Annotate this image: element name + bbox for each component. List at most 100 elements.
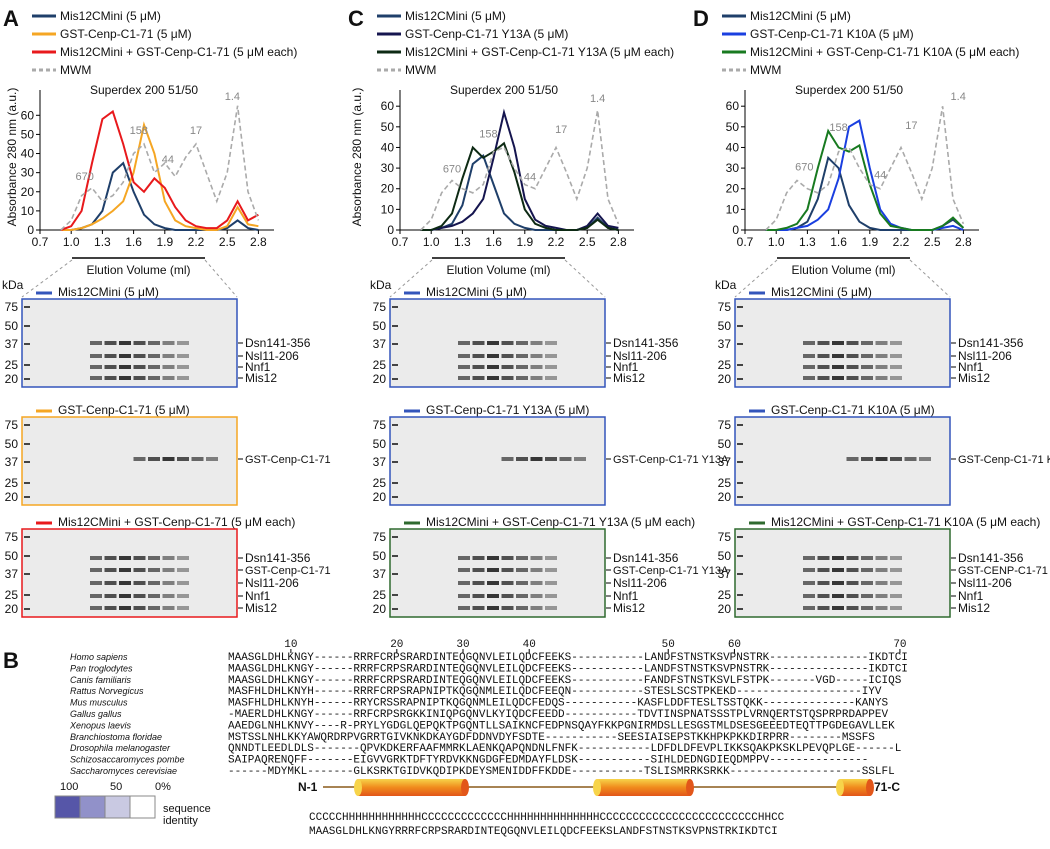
gel-band (472, 581, 485, 585)
gel-band (904, 457, 917, 461)
ruler-label: 50 (662, 639, 675, 651)
ladder-label: 20 (373, 372, 387, 386)
gel-band (846, 594, 859, 598)
gel-band (177, 581, 189, 585)
chromatogram-line (60, 105, 260, 231)
helix-cap (461, 779, 469, 796)
mw-marker: 158 (829, 122, 847, 134)
gel-band (545, 581, 557, 585)
legend-label: GST-Cenp-C1-71 K10A (5 μM) (750, 27, 914, 41)
gel-band (162, 376, 175, 380)
y-tick-label: 30 (21, 166, 35, 180)
gel-band (861, 581, 873, 585)
gel-band (458, 606, 470, 610)
gel-band (875, 556, 888, 560)
gel-band (861, 606, 873, 610)
gel-band (148, 594, 160, 598)
ladder-band (737, 573, 743, 575)
y-tick-label: 10 (381, 202, 395, 216)
ladder-label: 75 (373, 530, 387, 544)
gel-band (875, 341, 888, 345)
gel-band (846, 606, 859, 610)
identity-caption: sequence (163, 803, 211, 815)
gel-band (817, 376, 830, 380)
y-tick-label: 40 (381, 140, 395, 154)
gel-band (832, 341, 844, 345)
gel-band (458, 341, 470, 345)
gel-band (177, 376, 189, 380)
identity-swatch (54, 795, 81, 819)
band-label: Dsn141-356 (958, 336, 1024, 350)
guide (21, 259, 73, 298)
gel-band (162, 606, 175, 610)
gel-band (875, 594, 888, 598)
ladder-band (24, 608, 30, 610)
gel-band (545, 568, 557, 572)
gel-band (890, 594, 902, 598)
y-tick-label: 20 (381, 182, 395, 196)
ruler-label: 20 (390, 639, 403, 651)
ladder-band (392, 461, 398, 463)
gel-band (530, 457, 543, 461)
gel-band (530, 556, 543, 560)
species: Mus musculus (70, 698, 128, 708)
y-tick-label: 50 (726, 120, 740, 134)
band-label: Mis12 (245, 371, 277, 385)
gel-band (119, 376, 131, 380)
gel-band (487, 341, 499, 345)
gel-band (133, 568, 146, 572)
legend-label: Mis12CMini (5 μM) (60, 9, 161, 23)
gel-band (104, 376, 117, 380)
band-label: Nnf1 (245, 589, 271, 603)
gel-band (133, 581, 146, 585)
x-axis-label: Elution Volume (ml) (791, 263, 895, 277)
ruler-label: 30 (456, 639, 469, 651)
species: Branchiostoma floridae (70, 732, 162, 742)
x-tick-label: 1.6 (830, 235, 847, 249)
legend-label: MWM (60, 63, 91, 77)
ladder-label: 50 (373, 437, 387, 451)
gel-band (545, 341, 557, 345)
band-label: Dsn141-356 (613, 336, 679, 350)
gel-band (890, 376, 902, 380)
legend-label: Mis12CMini + GST-Cenp-C1-71 K10A (5 μM e… (750, 45, 1019, 59)
helix (597, 779, 690, 796)
gel-band (501, 606, 514, 610)
band-label: Dsn141-356 (245, 551, 311, 565)
chromatogram-line (765, 128, 965, 231)
sequence: MSTSSLNHLKKYAWQRDRPVGRRTGIVKNKDKAYGDFDDN… (228, 732, 875, 744)
gel-band (501, 581, 514, 585)
gel-title: Mis12CMini + GST-Cenp-C1-71 K10A (5 μM e… (771, 515, 1040, 529)
legend-label: MWM (405, 63, 436, 77)
band-label: Dsn141-356 (613, 551, 679, 565)
x-tick-label: 2.5 (924, 235, 941, 249)
gel-band (501, 354, 514, 358)
gel-band (530, 365, 543, 369)
gel-band (516, 365, 528, 369)
ladder-band (737, 496, 743, 498)
gel-band (104, 606, 117, 610)
gel-band (516, 606, 528, 610)
guide (564, 259, 606, 298)
gel (21, 528, 238, 618)
y-tick-label: 10 (726, 202, 740, 216)
ladder-label: 50 (373, 319, 387, 333)
gel-band (803, 341, 815, 345)
ladder-band (392, 536, 398, 538)
ladder-label: 50 (718, 549, 732, 563)
gel-band (861, 556, 873, 560)
ladder-label: 75 (718, 418, 732, 432)
gel-band (119, 341, 131, 345)
legend-label: Mis12CMini (5 μM) (405, 9, 506, 23)
y-tick-label: 10 (21, 204, 35, 218)
ladder-band (737, 482, 743, 484)
gel-band (559, 457, 572, 461)
gel-band (148, 568, 160, 572)
chart-title: Superdex 200 51/50 (90, 83, 198, 97)
band-label: Nsl11-206 (245, 349, 299, 363)
ruler-label: 40 (523, 639, 536, 651)
gel-band (574, 457, 586, 461)
gel-band (90, 376, 102, 380)
gel-band (861, 376, 873, 380)
gel-band (148, 556, 160, 560)
